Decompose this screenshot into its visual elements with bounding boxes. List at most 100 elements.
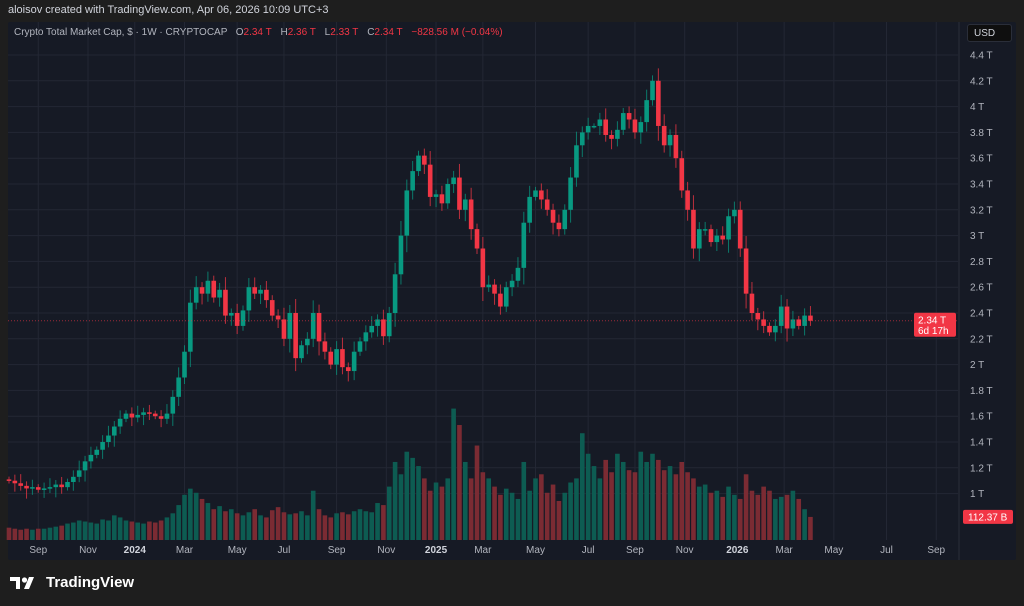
volume-bar [129, 521, 135, 540]
candle-body [65, 481, 70, 488]
price-tick-label: 2.6 T [970, 283, 993, 294]
candle-body [422, 155, 427, 165]
chart-credit: aloisov created with TradingView.com, Ap… [8, 4, 329, 16]
volume-bar [170, 513, 176, 540]
volume-bar [720, 496, 725, 540]
volume-bar [656, 459, 661, 540]
volume-bar [784, 494, 790, 540]
price-tick-label: 3.8 T [970, 128, 993, 139]
candle-body [615, 129, 620, 139]
price-tick-label: 1.2 T [970, 463, 993, 474]
candle-body [492, 284, 497, 294]
last-price-badge [914, 312, 956, 337]
time-tick-label: 2025 [425, 545, 448, 556]
candle-body [252, 287, 257, 294]
volume-bar [591, 466, 597, 540]
volume-bar [316, 509, 322, 540]
volume-bar [585, 453, 591, 540]
candle-body [229, 313, 234, 316]
candle-body [176, 377, 181, 397]
price-tick-label: 2 T [970, 360, 984, 371]
legend-change: −828.56 M (−0.04%) [411, 27, 503, 38]
candle-body [112, 426, 117, 436]
volume-bar [708, 492, 714, 540]
time-tick-label: Jul [582, 545, 595, 556]
time-tick-label: May [824, 545, 843, 556]
candle-body [123, 413, 129, 419]
volume-bar [539, 474, 544, 540]
volume-bar [808, 516, 813, 540]
volume-bar [369, 512, 374, 540]
time-tick-label: Mar [474, 545, 492, 556]
volume-bar [205, 503, 211, 540]
volume-bar [82, 521, 88, 540]
candle-body [778, 306, 784, 326]
volume-bar [322, 515, 328, 540]
candle-body [802, 315, 807, 326]
candle-body [445, 184, 451, 204]
volume-bar [381, 505, 386, 540]
candle-body [193, 287, 199, 303]
candle-body [720, 235, 725, 240]
candle-body [340, 349, 345, 368]
time-tick-label: Sep [626, 545, 644, 556]
time-tick-label: Sep [927, 545, 945, 556]
volume-bar [773, 498, 778, 540]
volume-bar [580, 433, 585, 540]
price-tick-label: 1 T [970, 489, 984, 500]
volume-bar [714, 490, 720, 540]
legend-high-label: H [280, 27, 288, 38]
candle-body [515, 267, 521, 281]
volume-bar [346, 514, 351, 540]
volume-bar [176, 505, 181, 540]
candle-body [158, 416, 164, 419]
volume-bar [35, 528, 41, 540]
candle-body [726, 216, 731, 240]
candle-body [451, 177, 456, 184]
volume-bar [18, 529, 23, 540]
volume-bar [65, 523, 70, 540]
candle-body [679, 158, 685, 191]
price-tick-label: 1.4 T [970, 438, 993, 449]
volume-bar [357, 509, 363, 540]
legend-symbol: Crypto Total Market Cap, $ · 1W · CRYPTO… [14, 27, 228, 38]
time-tick-label: Nov [676, 545, 694, 556]
candle-body [749, 293, 755, 313]
volume-bar [644, 461, 649, 540]
volume-bar [620, 461, 626, 540]
candle-body [369, 325, 374, 333]
candle-body [12, 480, 18, 484]
candle-body [755, 313, 761, 320]
volume-bar [363, 511, 369, 540]
price-tick-label: 4.2 T [970, 76, 993, 87]
candle-body [211, 280, 217, 298]
price-tick-label: 3.6 T [970, 154, 993, 165]
volume-bar [597, 478, 603, 540]
volume-bar [164, 517, 170, 540]
candle-body [240, 310, 246, 326]
volume-bar [147, 521, 152, 540]
candle-body [597, 119, 603, 126]
volume-bar [275, 507, 281, 540]
volume-bar [386, 486, 392, 540]
volume-bar [211, 509, 217, 540]
volume-bar [498, 494, 503, 540]
candle-body [697, 229, 702, 249]
candle-body [498, 293, 503, 307]
candle-body [346, 367, 351, 372]
candle-body [486, 284, 491, 288]
time-tick-label: Nov [377, 545, 395, 556]
candle-body [381, 319, 386, 337]
candle-body [24, 485, 29, 489]
legend-open: 2.34 T [243, 27, 272, 38]
candle-body [357, 341, 363, 352]
candle-body [299, 345, 304, 359]
volume-bar [737, 498, 743, 540]
candle-body [509, 280, 515, 288]
price-tick-label: 3.4 T [970, 180, 993, 191]
volume-bar [527, 490, 532, 540]
candle-body [650, 80, 655, 101]
candle-body [796, 319, 802, 326]
currency-button[interactable]: USD [967, 24, 1012, 42]
